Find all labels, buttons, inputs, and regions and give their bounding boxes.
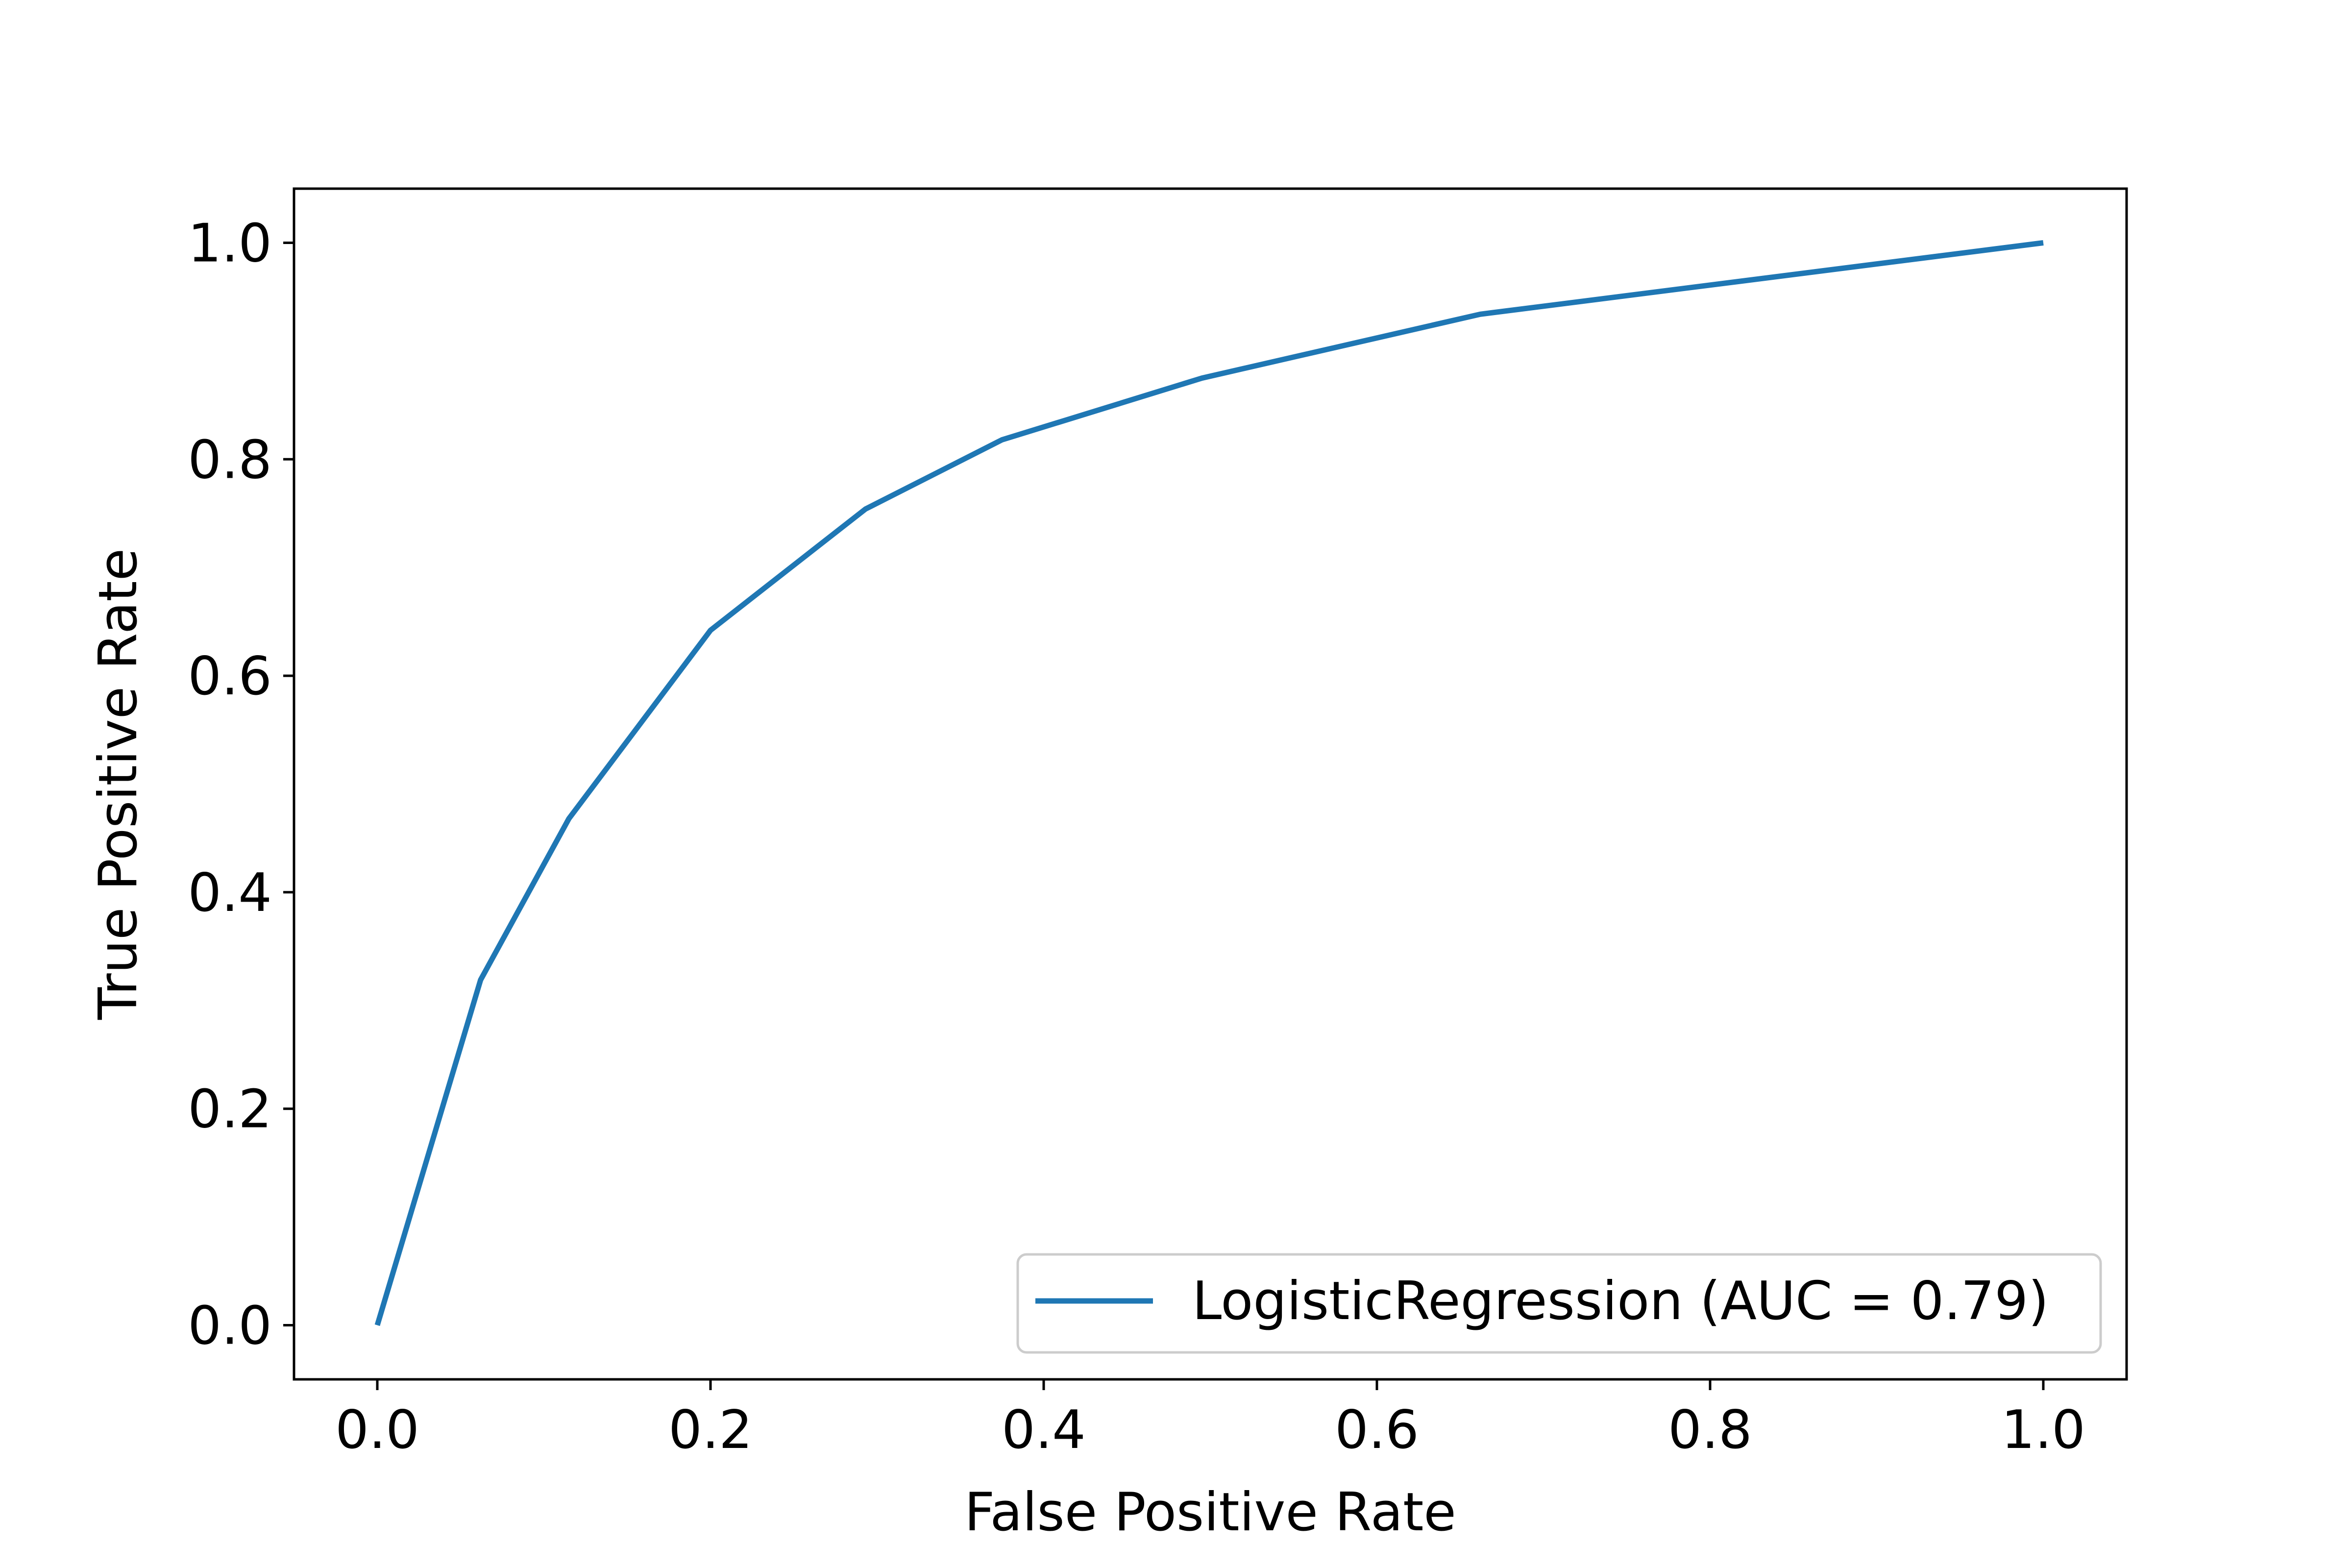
series-layer bbox=[374, 240, 2044, 1326]
x-tick-label: 0.6 bbox=[1335, 1399, 1419, 1461]
y-tick-label: 0.6 bbox=[188, 646, 272, 707]
x-tick-label: 0.0 bbox=[335, 1399, 419, 1461]
legend: LogisticRegression (AUC = 0.79) bbox=[1016, 1253, 2102, 1354]
y-tick-label: 1.0 bbox=[188, 213, 272, 274]
y-tick-label: 0.0 bbox=[188, 1296, 272, 1357]
y-tick-label: 0.4 bbox=[188, 862, 272, 924]
x-tick-label: 0.8 bbox=[1668, 1399, 1752, 1461]
x-tick-label: 1.0 bbox=[2001, 1399, 2085, 1461]
y-tick-label: 0.8 bbox=[188, 429, 272, 490]
ticks-layer: 0.0 0.2 0.4 0.6 0.8 1.0 0.0 0.2 0.4 0.6 0.8 1.0 bbox=[188, 213, 2085, 1461]
x-tick-label: 0.4 bbox=[1002, 1399, 1086, 1461]
legend-box bbox=[1016, 1253, 2102, 1354]
y-tick-label: 0.2 bbox=[188, 1079, 272, 1140]
legend-label: LogisticRegression (AUC = 0.79) bbox=[1192, 1271, 2049, 1332]
x-axis-label: False Positive Rate bbox=[964, 1482, 1456, 1543]
roc-curve-line bbox=[374, 240, 2044, 1326]
axes-frame bbox=[293, 187, 2128, 1381]
y-axis-label: True Positive Rate bbox=[88, 548, 149, 1020]
x-tick-label: 0.2 bbox=[668, 1399, 753, 1461]
